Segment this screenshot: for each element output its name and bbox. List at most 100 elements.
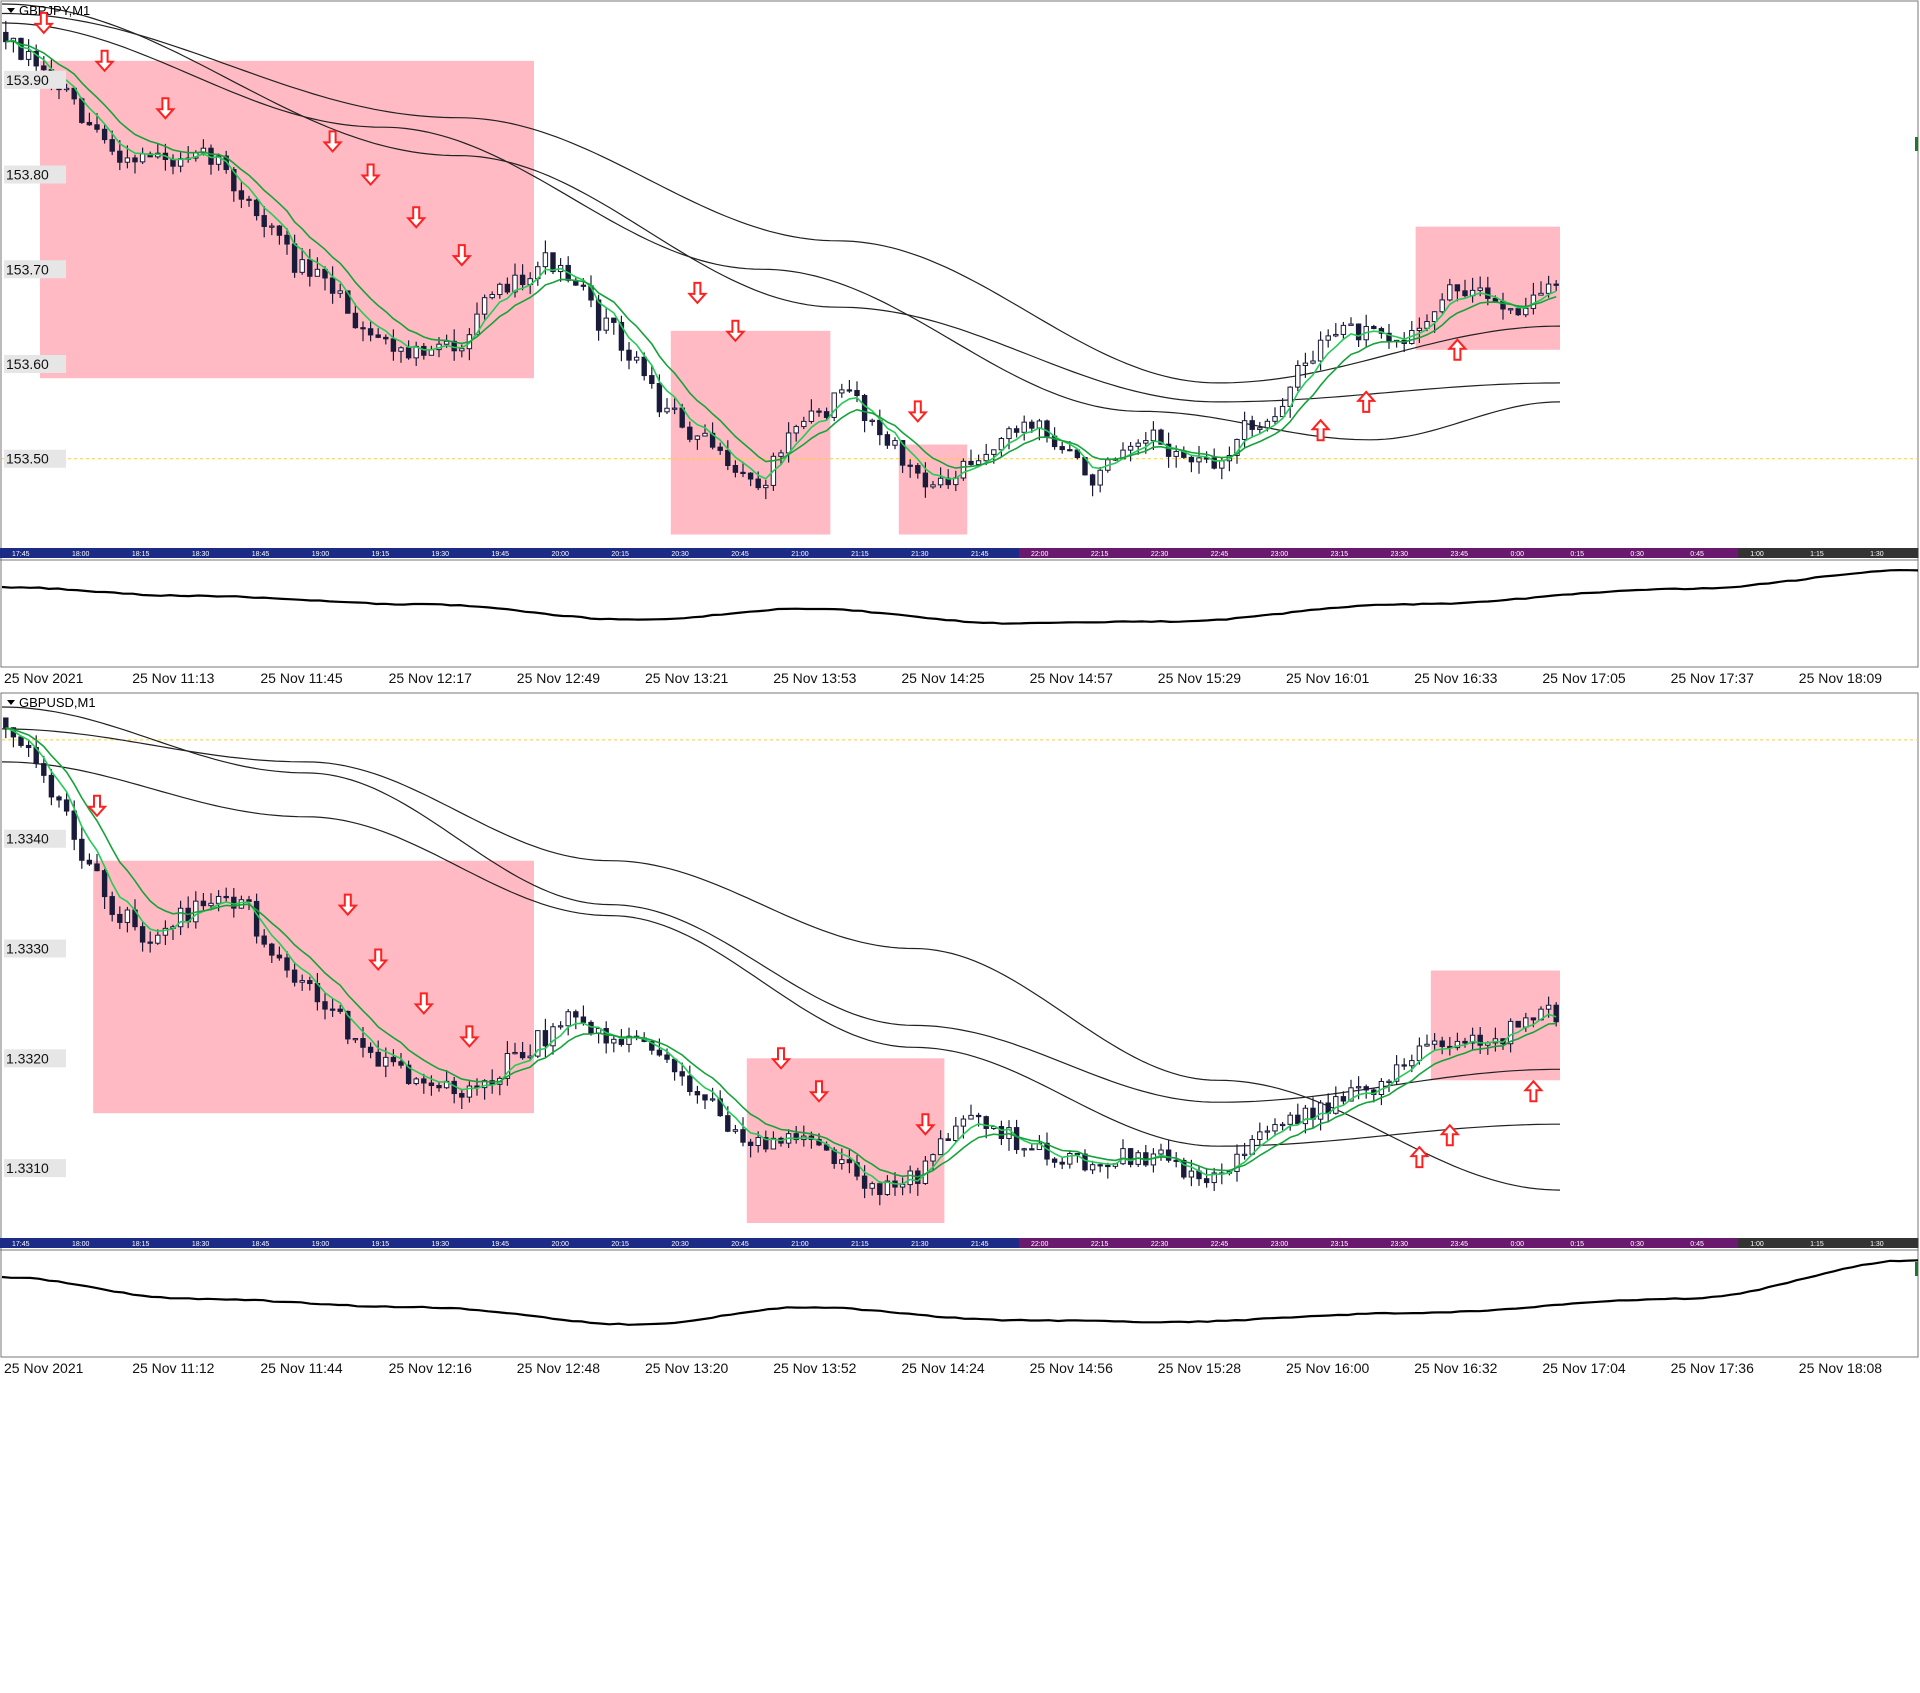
candle-body <box>930 484 936 488</box>
candle-body <box>1348 323 1354 326</box>
price-tick-bg <box>4 829 66 848</box>
candle-body <box>231 169 237 192</box>
candle-body <box>1477 287 1483 291</box>
candle-body <box>1188 1170 1195 1178</box>
candle-body <box>702 432 708 437</box>
candle-body <box>284 234 290 245</box>
candle-body <box>968 460 974 465</box>
time-axis-label: 25 Nov 15:29 <box>1158 670 1241 686</box>
candle-body <box>618 321 625 351</box>
candle-body <box>1188 456 1195 463</box>
candle-body <box>398 1061 404 1066</box>
candle-body <box>1241 420 1248 440</box>
session-tick-label: 0:45 <box>1690 1241 1704 1248</box>
candle-body <box>1173 450 1179 457</box>
candle-body <box>1538 292 1544 296</box>
candle-body <box>1272 1124 1278 1132</box>
candle-body <box>352 312 359 329</box>
time-axis-label: 25 Nov 13:52 <box>773 1360 856 1376</box>
candle-body <box>269 943 275 956</box>
candle-body <box>504 283 511 293</box>
candle-body <box>801 420 807 428</box>
session-bar-segment <box>1738 1238 1799 1248</box>
ema-line-2 <box>5 727 1557 1178</box>
candle-body <box>443 340 450 345</box>
time-axis-label: 25 Nov 11:45 <box>260 670 342 686</box>
candle-body <box>86 859 93 865</box>
candle-body <box>1462 1040 1468 1044</box>
candle-body <box>550 252 556 273</box>
candle-body <box>861 1175 868 1189</box>
candle-body <box>877 1183 883 1196</box>
candle-body <box>1469 1034 1476 1044</box>
moving-average-2 <box>1 22 1561 441</box>
price-tick-label: 153.60 <box>6 356 49 372</box>
session-tick-label: 23:45 <box>1451 1241 1469 1248</box>
candle-body <box>1302 1107 1309 1125</box>
session-bar-segment <box>299 548 361 558</box>
candle-body <box>763 1137 769 1150</box>
down-arrow-signal <box>725 319 746 343</box>
candle-body <box>291 243 298 273</box>
candle-body <box>603 317 609 331</box>
candle-body <box>466 1085 473 1098</box>
candle-body <box>1287 1114 1293 1125</box>
price-tick-label: 1.3320 <box>6 1050 49 1066</box>
candle-body <box>337 290 343 294</box>
price-tick-bg <box>4 1049 66 1068</box>
signal-zone-2 <box>670 330 831 535</box>
candle-body <box>132 157 138 163</box>
candle-body <box>345 1010 351 1040</box>
candle-body <box>732 465 739 473</box>
session-bar-segment <box>1078 548 1140 558</box>
session-tick-label: 19:00 <box>312 1241 330 1248</box>
candle-body <box>1181 1159 1187 1178</box>
candle-body <box>1317 1102 1324 1120</box>
candle-body <box>1097 469 1103 486</box>
candle-body <box>907 464 913 467</box>
candle-body <box>550 1026 556 1047</box>
session-bar-segment <box>479 1238 540 1248</box>
candle-body <box>200 900 207 907</box>
session-tick-label: 17:45 <box>12 1241 30 1248</box>
candle-body <box>1439 299 1445 313</box>
moving-average-2 <box>1 761 1560 1147</box>
session-bar-segment <box>779 1238 840 1248</box>
candle-body <box>79 838 85 861</box>
candle-body <box>253 900 260 937</box>
candle-body <box>983 1116 989 1129</box>
session-tick-label: 22:45 <box>1211 1241 1229 1248</box>
candle-body <box>557 1025 564 1028</box>
session-bar-segment <box>1438 1238 1499 1248</box>
candle-body <box>1507 1020 1514 1045</box>
candle-body <box>694 1091 701 1096</box>
time-axis-label: 25 Nov 2021 <box>4 1360 84 1376</box>
candle-body <box>542 252 549 268</box>
session-tick-label: 1:30 <box>1870 551 1884 558</box>
candle-body <box>307 259 313 277</box>
time-axis-label: 25 Nov 12:49 <box>517 670 600 686</box>
candle-body <box>1150 1153 1157 1166</box>
candle-body <box>1143 440 1149 444</box>
session-bar-segment <box>1198 1238 1260 1248</box>
candle-body <box>1264 420 1271 429</box>
session-tick-label: 22:00 <box>1031 1241 1049 1248</box>
candle-body <box>747 1141 754 1146</box>
candle-body <box>1545 283 1552 294</box>
candle-body <box>1257 1131 1263 1141</box>
time-axis-label: 25 Nov 11:44 <box>260 1360 342 1376</box>
up-arrow-signal <box>1523 1079 1544 1103</box>
session-bar-segment <box>479 548 540 558</box>
session-bar-segment <box>839 548 900 558</box>
session-tick-label: 0:15 <box>1570 1241 1584 1248</box>
candle-body <box>960 460 967 479</box>
session-bar-segment <box>899 1238 960 1248</box>
candle-body <box>291 969 298 983</box>
candle-body <box>899 1184 906 1188</box>
candle-body <box>1386 332 1392 342</box>
session-tick-label: 22:30 <box>1151 1241 1169 1248</box>
time-axis-label: 25 Nov 17:05 <box>1542 670 1625 686</box>
down-arrow-signal <box>367 948 389 972</box>
